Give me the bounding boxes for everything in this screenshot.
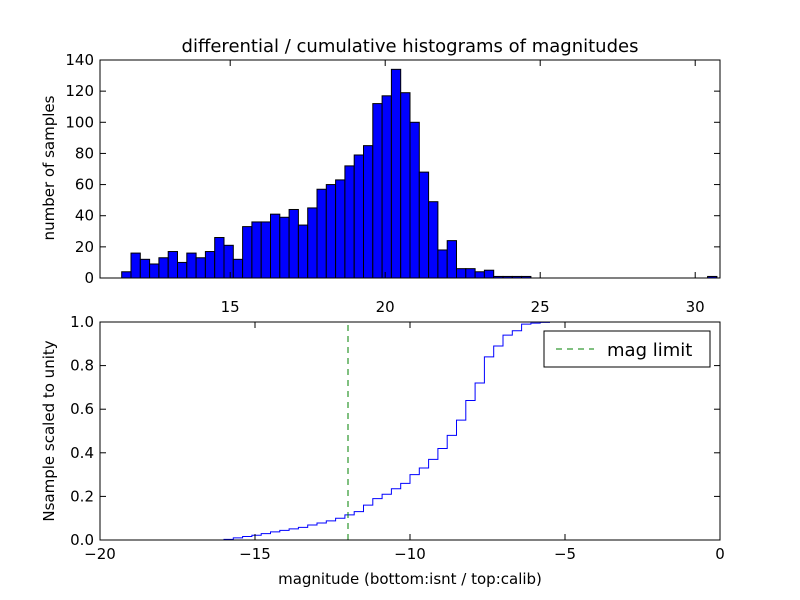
histogram-bar [121,271,132,279]
histogram-bar [167,251,178,279]
histogram-bar [195,257,206,279]
top-y-tick-label: 60 [75,176,94,194]
bottom-x-tick-label: −5 [554,545,576,563]
bottom-y-axis-label: Nsample scaled to unity [40,340,58,521]
histogram-bar [363,145,374,279]
cumulative-step-line [100,321,719,541]
bottom-y-tick-label: 1.0 [70,313,94,331]
histogram-bar [251,221,262,279]
top-x-tick-label: 15 [221,298,240,316]
bottom-x-tick-label: −20 [84,545,116,563]
histogram-bar [381,95,392,279]
histogram-bar [353,154,365,279]
histogram-bar [139,258,151,279]
histogram-bar [242,226,253,279]
histogram-bar [456,268,467,279]
top-axis-ticks: 15 20 25 30 0 20 40 60 80 100 120 140 [65,51,720,316]
histogram-bar [204,251,216,279]
histogram-bar [307,207,318,279]
chart-title: differential / cumulative histograms of … [182,36,639,57]
histogram-bar [428,201,439,279]
histogram-bar [149,263,160,279]
legend: mag limit [543,330,711,368]
top-y-tick-label: 80 [75,144,94,162]
bottom-axis-ticks: −20 −15 −10 −5 0 0.0 0.2 0.4 0.6 0.8 1.0 [70,313,725,563]
histogram-bar [483,269,495,279]
bottom-y-tick-label: 0.4 [70,444,94,462]
histogram-bar [270,213,281,279]
bottom-x-tick-label: −10 [394,545,426,563]
top-plot-frame [99,59,721,279]
histogram-bar [474,271,485,279]
histogram-bar [418,171,430,279]
histogram-bar [177,261,188,279]
bottom-y-tick-label: 0.6 [70,400,94,418]
top-y-axis-label: number of samples [40,95,58,240]
histogram-bar [372,103,383,279]
histogram-bar [260,221,272,279]
top-y-tick-label: 100 [65,113,94,131]
top-x-tick-label: 25 [531,298,550,316]
histogram-bar [465,268,476,279]
histogram-bar [316,188,327,279]
x-axis-label: magnitude (bottom:isnt / top:calib) [278,570,542,588]
top-y-tick-label: 120 [65,82,94,100]
legend-label-mag-limit: mag limit [607,340,692,361]
histogram-bar [288,208,299,279]
histogram-bar [214,237,225,279]
histogram-bar [344,165,355,279]
bottom-x-tick-label: −15 [239,545,271,563]
histogram-bar [400,92,411,279]
histogram-bar [279,216,290,279]
top-y-tick-label: 140 [65,51,94,69]
bottom-x-tick-label: 0 [715,545,725,563]
top-y-tick-label: 0 [84,269,94,287]
bottom-y-tick-label: 0.2 [70,487,94,505]
histogram-bar [232,258,244,279]
histogram-bar [335,179,346,279]
top-y-tick-label: 40 [75,207,94,225]
histogram-bar [158,257,169,279]
histogram-bar [437,249,448,279]
histogram-bar [186,252,197,279]
bottom-y-tick-label: 0.8 [70,357,94,375]
cumulative-panel: Nsample scaled to unity magnitude (botto… [40,313,725,588]
histogram-bar [223,244,234,279]
histogram-bar [130,252,141,279]
bottom-plot-frame [99,321,721,541]
bottom-y-tick-label: 0.0 [70,531,94,549]
histogram-bars [121,68,718,279]
histogram-bar [446,240,458,279]
histogram-bar [297,224,309,279]
histogram-bar [409,121,420,279]
top-x-tick-label: 20 [376,298,395,316]
histogram-bar [390,68,402,279]
top-x-tick-label: 30 [686,298,705,316]
top-y-tick-label: 20 [75,238,94,256]
histogram-bar [325,184,337,279]
histogram-panel: differential / cumulative histograms of … [40,36,721,316]
